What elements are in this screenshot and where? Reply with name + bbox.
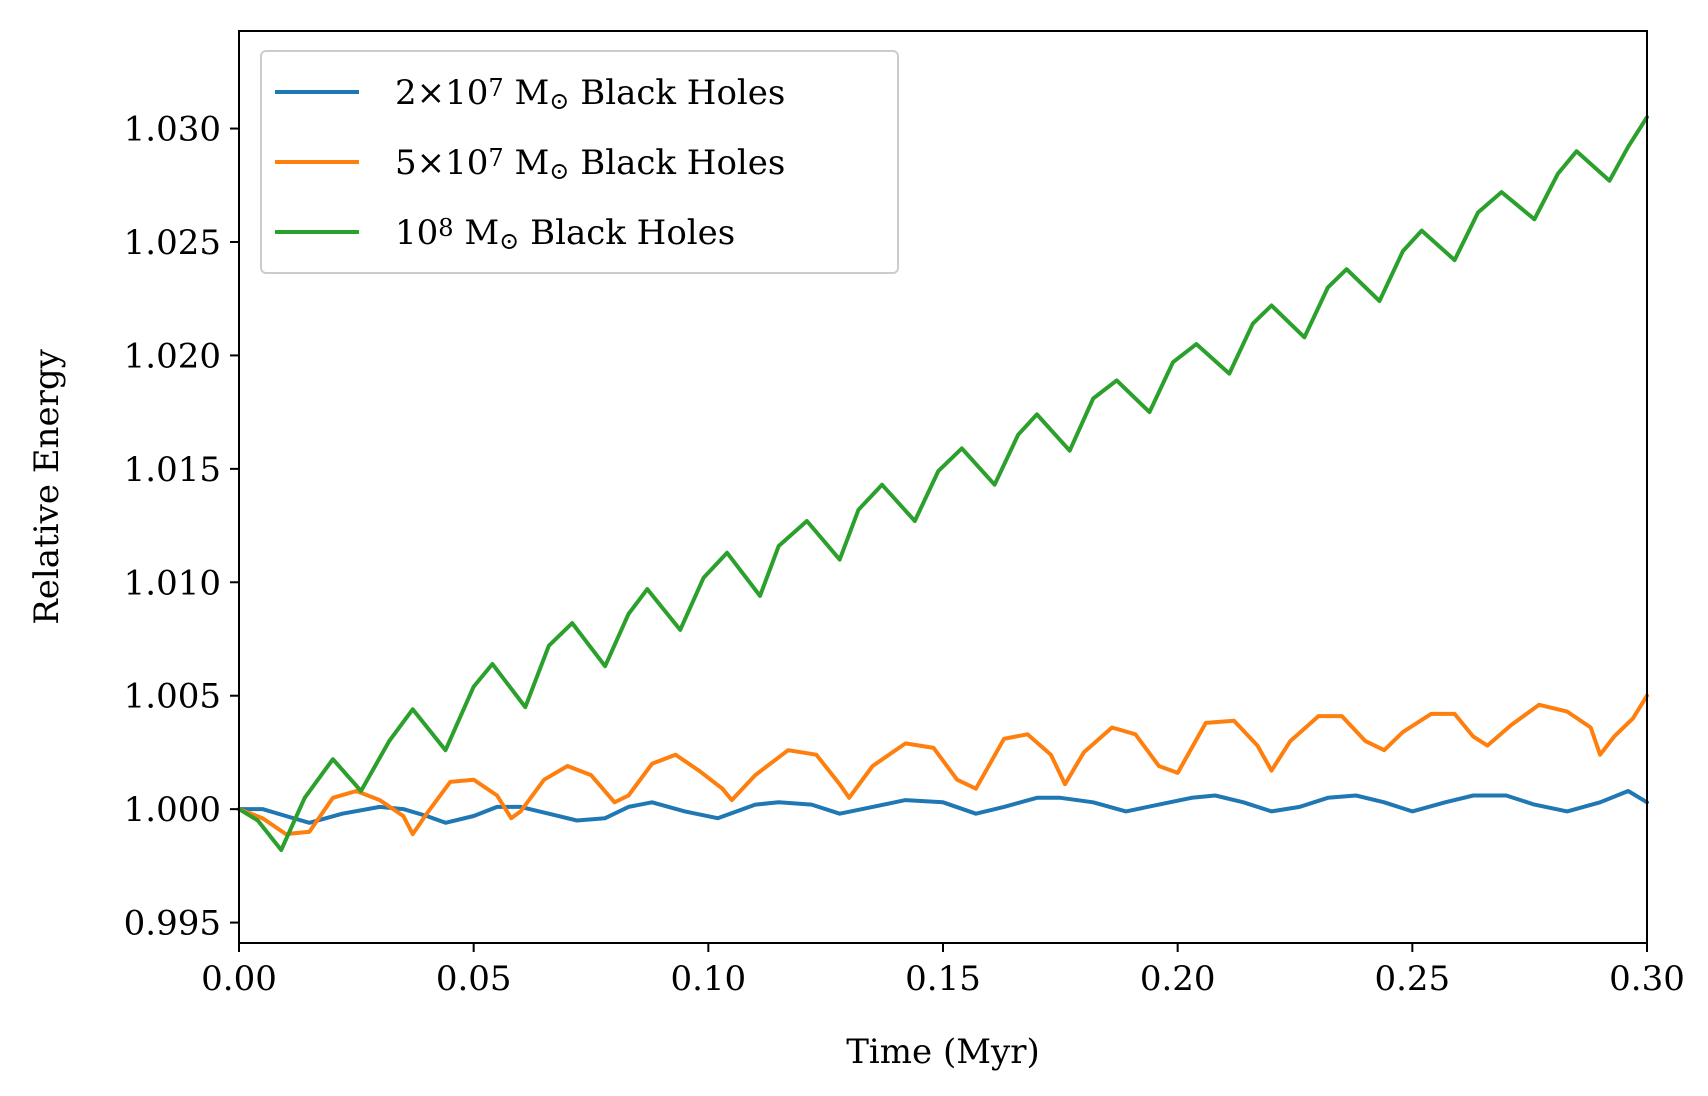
x-tick-label: 0.20 <box>1140 959 1216 999</box>
y-tick-label: 1.025 <box>124 223 221 263</box>
y-tick-label: 1.005 <box>124 677 221 717</box>
x-axis-label: Time (Myr) <box>846 1032 1040 1072</box>
legend: 2×107 M⊙ Black Holes 5×107 M⊙ Black Holes… <box>260 50 899 274</box>
legend-label-1: 2×107 M⊙ Black Holes <box>395 73 785 115</box>
x-tick-label: 0.30 <box>1609 959 1685 999</box>
x-tick-label: 0.25 <box>1374 959 1450 999</box>
series-line-3 <box>237 115 1649 852</box>
y-tick-label: 1.020 <box>124 336 221 376</box>
legend-label-2: 5×107 M⊙ Black Holes <box>395 143 785 185</box>
series-line-1 <box>237 789 1649 825</box>
x-tick-label: 0.15 <box>905 959 981 999</box>
x-axis: 0.00 0.05 0.10 0.15 0.20 0.25 0.30 <box>201 943 1685 999</box>
y-tick-label: 1.000 <box>124 790 221 830</box>
y-axis: 0.995 1.000 1.005 1.010 1.015 1.020 1.025 1.030 <box>124 110 239 944</box>
y-tick-label: 1.030 <box>124 110 221 150</box>
x-tick-label: 0.05 <box>436 959 512 999</box>
series-line-2 <box>237 693 1649 837</box>
legend-label-3: 108 M⊙ Black Holes <box>395 213 735 255</box>
y-axis-label: Relative Energy <box>27 348 67 624</box>
x-tick-label: 0.00 <box>201 959 277 999</box>
y-tick-label: 0.995 <box>124 904 221 944</box>
legend-box <box>260 50 899 274</box>
series-layer <box>237 115 1649 852</box>
y-tick-label: 1.015 <box>124 450 221 490</box>
x-tick-label: 0.10 <box>670 959 746 999</box>
y-tick-label: 1.010 <box>124 563 221 603</box>
